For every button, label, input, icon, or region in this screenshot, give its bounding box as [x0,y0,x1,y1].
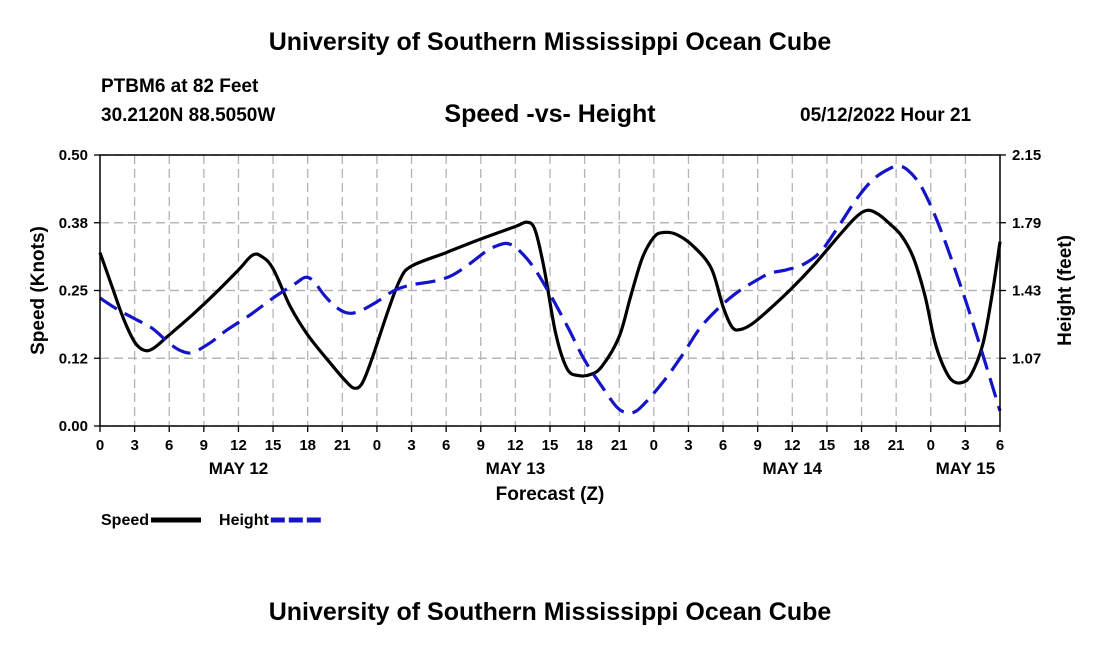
y-left-tick-label: 0.00 [59,418,88,435]
y-left-tick-label: 0.12 [59,350,88,367]
x-tick-label: 18 [299,437,316,454]
x-tick-label: 3 [684,437,692,454]
y-right-tick-label: 1.43 [1012,283,1041,300]
x-tick-label: 0 [650,437,658,454]
x-tick-label: 9 [200,437,208,454]
y-right-tick-label: 1.07 [1012,350,1041,367]
x-tick-label: 3 [961,437,969,454]
x-tick-label: 21 [334,437,351,454]
footer-title: University of Southern Mississippi Ocean… [268,598,832,626]
x-tick-label: 6 [165,437,173,454]
y-axis-right-label: Height (feet) [1055,235,1076,346]
y-left-tick-label: 0.50 [59,147,88,164]
forecast-datetime: 05/12/2022 Hour 21 [800,105,972,126]
speed-legend-label: Speed [101,512,149,529]
x-tick-label: 15 [542,437,559,454]
day-label: MAY 14 [763,459,823,478]
x-tick-label: 21 [611,437,628,454]
x-tick-label: 18 [576,437,593,454]
x-tick-label: 18 [853,437,870,454]
x-axis-label: Forecast (Z) [496,484,605,505]
chart-title: University of Southern Mississippi Ocean… [268,28,832,56]
height-legend-label: Height [219,512,269,529]
series-layer [98,164,1002,415]
height-series-line [99,164,1002,415]
x-tick-label: 3 [130,437,138,454]
x-tick-label: 0 [927,437,935,454]
chart-subtitle: Speed -vs- Height [444,100,656,128]
day-label: MAY 13 [486,459,546,478]
x-tick-label: 3 [407,437,415,454]
y-left-tick-label: 0.38 [59,215,88,232]
y-right-tick-label: 2.15 [1012,147,1041,164]
x-tick-label: 12 [784,437,801,454]
x-tick-label: 0 [96,437,104,454]
x-tick-label: 12 [230,437,247,454]
x-tick-label: 12 [507,437,524,454]
day-label: MAY 12 [209,459,269,478]
station-coordinates: 30.2120N 88.5050W [101,105,276,126]
y-right-tick-label: 1.79 [1012,215,1041,232]
x-tick-label: 6 [996,437,1004,454]
station-name: PTBM6 at 82 Feet [101,76,259,97]
x-tick-label: 9 [754,437,762,454]
y-left-tick-label: 0.25 [59,283,88,300]
x-tick-label: 15 [819,437,836,454]
speed-series-line [98,208,1002,390]
x-tick-label: 15 [265,437,282,454]
x-tick-label: 9 [477,437,485,454]
x-tick-label: 6 [442,437,450,454]
x-tick-label: 21 [888,437,905,454]
y-axis-left-label: Speed (Knots) [28,226,49,355]
x-tick-label: 0 [373,437,381,454]
axes: 0 3 6 9 12 15 18 21 0 3 6 9 12 15 18 21 0 3 6 9 12 15 18 21 0 3 6 0… [59,147,1041,478]
day-label: MAY 15 [936,459,996,478]
legend: Speed Height [101,512,321,529]
grid [100,154,1000,427]
x-tick-label: 6 [719,437,727,454]
